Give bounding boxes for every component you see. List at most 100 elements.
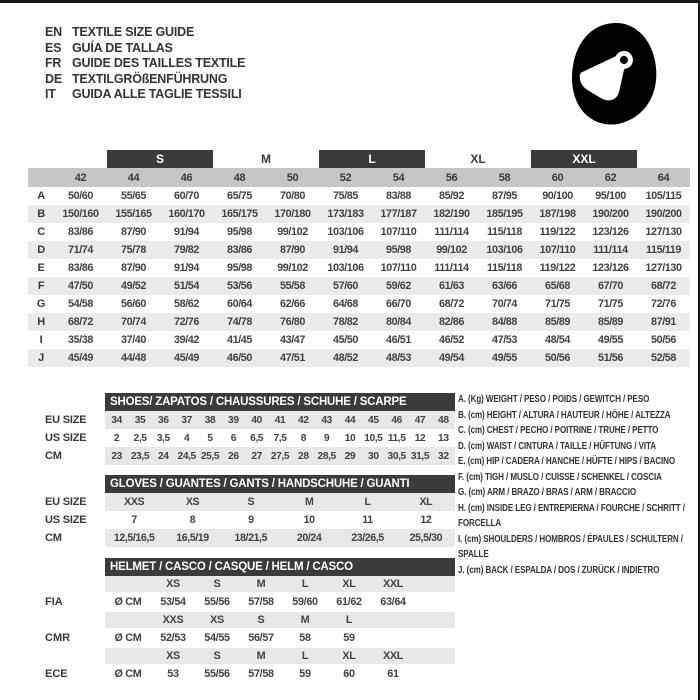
size-number-cell: 46 <box>180 171 193 184</box>
filler-cell <box>415 592 455 612</box>
shoes-cm-values: 23 23,5 24 24,5 25,5 26 27 27,5 28 28,5 29 30 30,5 31… <box>105 447 455 465</box>
row-label: G <box>36 298 46 310</box>
glove-size-cell: XL <box>419 496 433 508</box>
language-title: GUIDE DES TAILLES TEXTILE <box>72 56 246 71</box>
racing-helmet-icon <box>572 23 657 125</box>
size-value-cell: 123/126 <box>592 226 629 238</box>
size-number-cell: 52 <box>339 171 352 184</box>
size-value-cell: 70/80 <box>279 190 306 202</box>
helmet-size-cell: XXL <box>382 578 404 590</box>
helmet-size-cell: L <box>345 614 353 626</box>
size-value-cell: 103/106 <box>327 226 364 238</box>
helmet-size-header-row: XXS XS S M L <box>45 612 455 628</box>
size-value-cell: 75/85 <box>332 190 359 202</box>
size-group-m: M <box>261 152 271 166</box>
filler-cell <box>415 612 455 628</box>
size-value-cell: 155/165 <box>115 208 152 220</box>
row-label: J <box>38 352 44 364</box>
language-title-line: DE TEXTILGRÖßENFÜHRUNG <box>45 72 245 88</box>
size-value-cell: 72/76 <box>173 316 200 328</box>
size-value-cell: 90/100 <box>542 190 573 202</box>
shoe-size-cell: 25,5 <box>200 450 220 462</box>
size-value-cell: 71/75 <box>544 298 571 310</box>
glove-size-cell: M <box>304 496 314 508</box>
size-value-cell: 46/51 <box>385 334 412 346</box>
size-group-s: S <box>107 150 213 168</box>
size-value-cell: 67/70 <box>597 280 624 292</box>
shoe-size-cell: 48 <box>438 414 449 426</box>
helmet-size-cell: XS <box>166 578 180 590</box>
row-label: F <box>37 280 45 292</box>
filler-cell <box>415 648 455 664</box>
empty-label-cell <box>45 648 105 664</box>
size-value-cell: 49/55 <box>491 352 518 364</box>
size-number-cell: 48 <box>233 171 246 184</box>
helmet-value-cell: 53 <box>167 668 179 680</box>
size-value-cell: 48/52 <box>332 352 359 364</box>
size-value-cell: 50/56 <box>544 352 571 364</box>
table-row: D 71/74 75/78 79/82 83/86 87/90 91/94 95… <box>28 241 690 259</box>
size-value-cell: 87/91 <box>650 316 677 328</box>
glove-size-cell: 25,5/30 <box>409 532 443 544</box>
size-value-cell: 99/102 <box>277 226 308 238</box>
size-value-cell: 82/86 <box>438 316 465 328</box>
shoe-size-cell: 24 <box>158 450 169 462</box>
size-value-cell: 115/119 <box>645 244 682 256</box>
size-value-cell: 119/122 <box>539 262 576 274</box>
shoe-size-cell: 6,5 <box>250 432 264 444</box>
size-group-xxl: XXL <box>531 150 637 168</box>
glove-size-cell: 11 <box>362 514 373 526</box>
shoes-size-table: SHOES/ ZAPATOS / CHAUSSURES / SCHUHE / S… <box>45 393 455 465</box>
size-value-cell: 85/92 <box>438 190 465 202</box>
shoe-size-cell: 38 <box>204 414 216 426</box>
size-value-cell: 53/56 <box>226 280 253 292</box>
size-value-cell: 74/78 <box>226 316 253 328</box>
standard-label: ECE <box>45 668 68 680</box>
size-value-cell: 177/187 <box>380 208 417 220</box>
size-value-cell: 62/66 <box>279 298 306 310</box>
shoe-size-cell: 2,5 <box>133 432 147 444</box>
helmet-size-cell: XS <box>166 650 180 662</box>
helmet-size-cell: L <box>301 650 309 662</box>
size-value-cell: 115/118 <box>486 262 523 274</box>
helmet-value-cell: 57/58 <box>248 668 274 680</box>
empty-cell <box>105 648 151 664</box>
size-value-cell: 52/58 <box>650 352 677 364</box>
diameter-label: Ø CM <box>114 632 142 644</box>
helmet-size-cell: XS <box>210 614 224 626</box>
row-label: H <box>37 316 45 328</box>
size-value-cell: 123/126 <box>592 262 629 274</box>
size-value-cell: 60/70 <box>173 190 200 202</box>
shoe-size-cell: 7,5 <box>273 432 287 444</box>
shoes-table-title: SHOES/ ZAPATOS / CHAUSSURES / SCHUHE / S… <box>105 393 455 411</box>
size-value-cell: 87/95 <box>491 190 518 202</box>
shoes-eu-row: EU SIZE 34 35 36 37 38 39 40 41 42 43 44 45 46 47 48 <box>45 411 455 429</box>
shoe-size-cell: 12 <box>414 432 426 444</box>
glove-size-cell: 16,5/19 <box>176 532 209 544</box>
language-title: TEXTILGRÖßENFÜHRUNG <box>72 71 228 86</box>
size-value-cell: 60/64 <box>226 298 253 310</box>
helmet-table-title: HELMET / CASCO / CASQUE / HELM / CASCO <box>105 558 455 576</box>
size-value-cell: 70/74 <box>120 316 147 328</box>
helmet-size-cell: XL <box>342 578 356 590</box>
size-value-cell: 119/122 <box>539 226 576 238</box>
size-number-cell: 50 <box>286 171 299 184</box>
size-value-cell: 85/89 <box>597 316 624 328</box>
row-label: B <box>37 208 45 220</box>
size-value-cell: 78/82 <box>332 316 359 328</box>
table-row: C 83/86 87/90 91/94 95/98 99/102 103/106… <box>28 223 690 241</box>
table-row: J 45/49 44/48 45/49 46/50 47/51 48/52 48… <box>28 349 690 367</box>
language-title-line: FR GUIDE DES TAILLES TEXTILE <box>45 56 245 72</box>
glove-size-cell: 12 <box>420 514 432 526</box>
size-value-cell: 48/54 <box>544 334 571 346</box>
helmet-sections: XS S M L XL XXL FIA Ø CM 53/54 55/56 <box>45 576 455 684</box>
helmet-value-cell: 54/55 <box>204 632 230 644</box>
glove-size-cell: 9 <box>248 514 254 526</box>
helmet-size-cell <box>371 612 415 628</box>
helmet-value-cell: 52/53 <box>160 632 186 644</box>
row-label: A <box>37 190 45 202</box>
helmet-value-cell: 59 <box>343 632 355 644</box>
shoe-size-cell: 24,5 <box>177 450 197 462</box>
shoe-size-cell: 44 <box>344 414 356 426</box>
